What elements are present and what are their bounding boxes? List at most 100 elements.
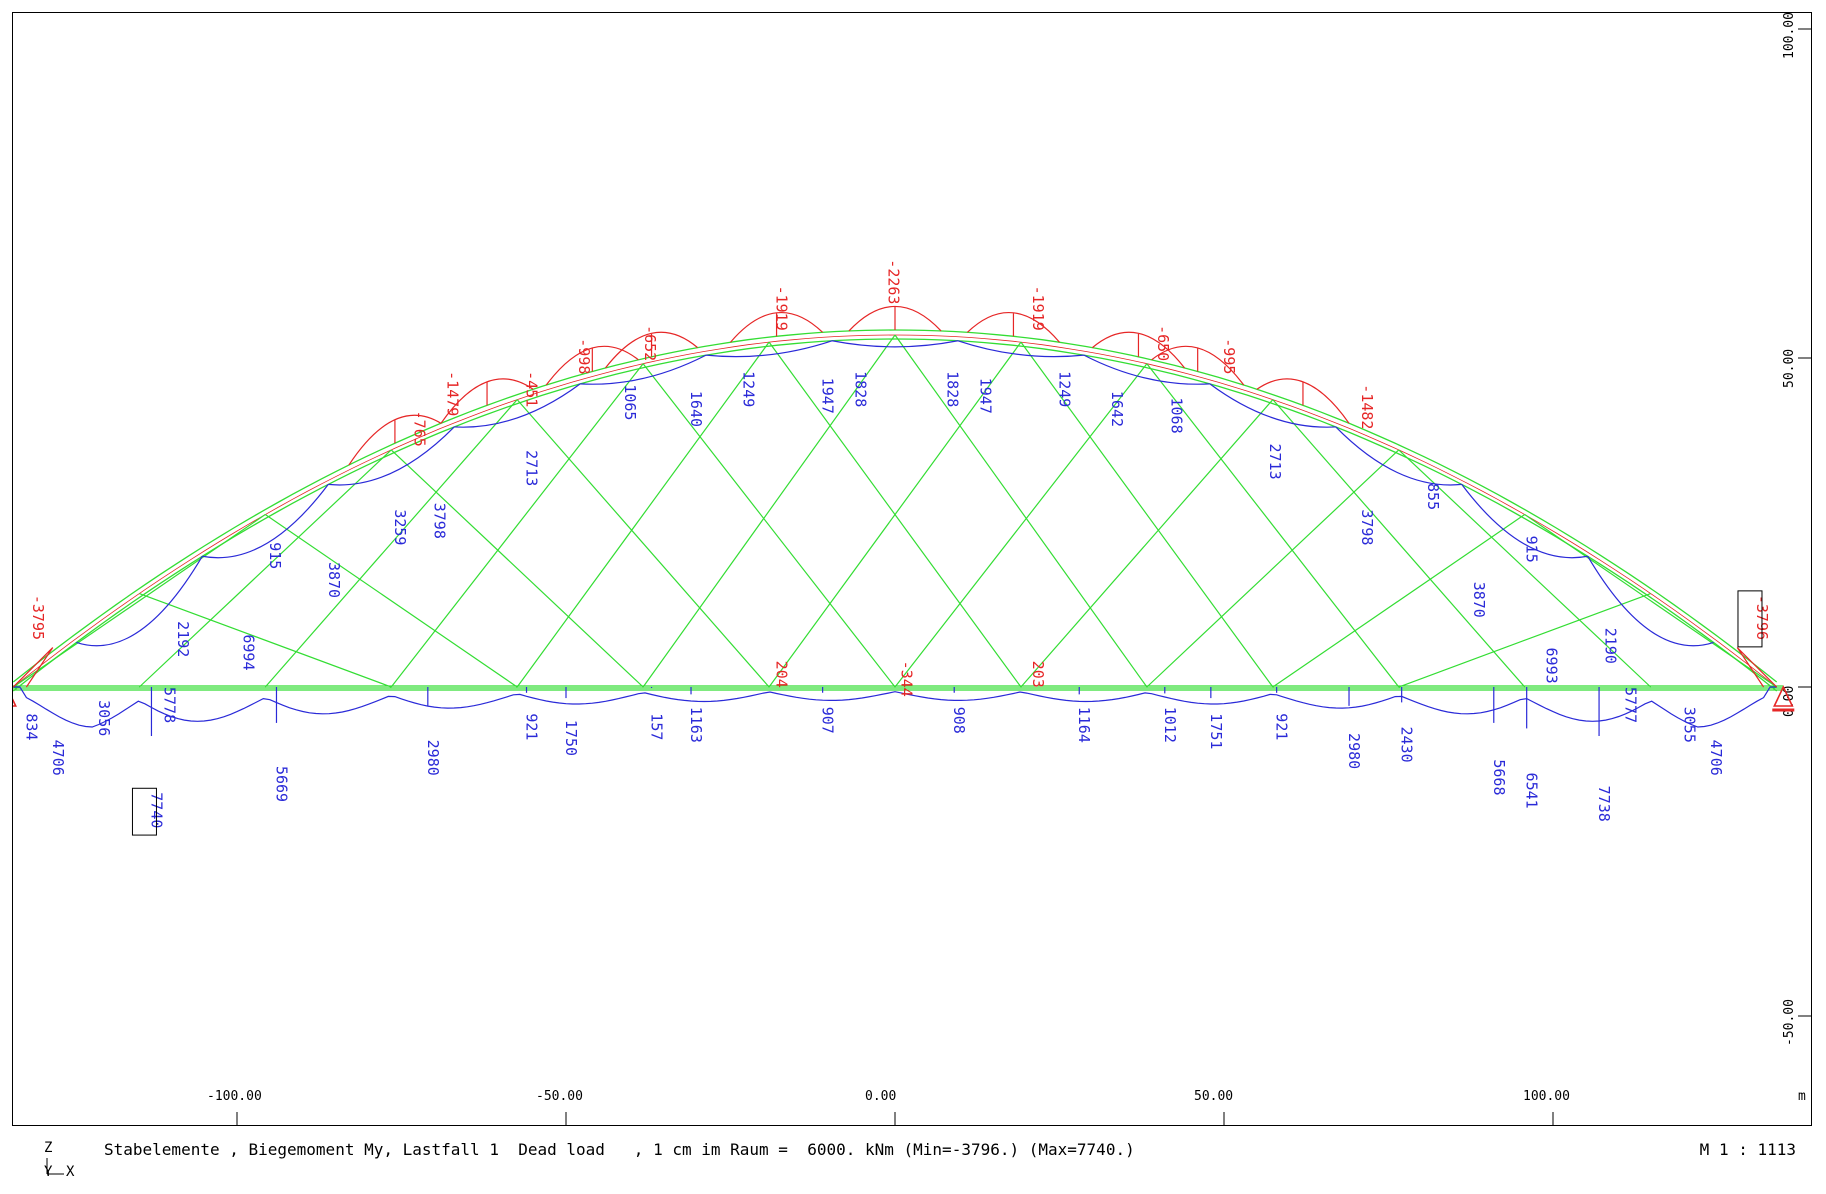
hanger	[390, 449, 644, 688]
arch-moment-label: 1828	[944, 371, 962, 407]
negative-moment-label: -1482	[1358, 384, 1376, 429]
deck-group	[13, 685, 1784, 691]
arch-moment-scallop	[1335, 426, 1462, 486]
hanger	[642, 334, 896, 688]
deck-moment-label: 921	[1273, 713, 1291, 740]
arch-moment-label: 1640	[687, 391, 705, 427]
hanger	[13, 514, 266, 688]
hanger	[264, 399, 518, 688]
arch-moment-label: 3798	[430, 503, 448, 539]
negative-moment-label-box	[1737, 590, 1763, 648]
negative-moment-label: -3795	[29, 595, 47, 640]
arch-negative-scallop	[1151, 345, 1245, 386]
hanger	[516, 399, 770, 688]
arch-moment-label: 1947	[819, 378, 837, 414]
arch-moment-label: 1249	[1056, 371, 1074, 407]
arch-negative-scallop	[605, 331, 698, 369]
hanger	[768, 341, 1022, 688]
hanger	[1272, 399, 1526, 688]
x-tick-label: 100.00	[1523, 1089, 1570, 1104]
deck-moment-label: 6541	[1523, 773, 1541, 809]
hanger	[516, 341, 770, 688]
arch-moment-label: 5777	[1621, 687, 1639, 723]
deck-ordinates-group	[150, 687, 1600, 737]
negative-moment-label: -1919	[1029, 286, 1047, 331]
deck-moment-label: 5668	[1490, 759, 1508, 795]
hanger	[1398, 449, 1652, 688]
arch-negative-scallop	[966, 311, 1060, 343]
deck-moment-label: 157	[648, 713, 666, 740]
negative-moment-label: -344	[898, 661, 916, 697]
x-tick-label: -50.00	[536, 1089, 583, 1104]
x-unit-label: m	[1798, 1089, 1806, 1104]
x-axis-label: X	[66, 1164, 75, 1180]
hanger	[1272, 514, 1526, 688]
z-axis-label: Z	[44, 1140, 53, 1156]
arch-moment-label: 1065	[621, 384, 639, 420]
arch-moment-label: 3870	[325, 562, 343, 598]
arch-moment-label: 915	[1523, 536, 1541, 563]
arch-moment-label: 855	[1424, 483, 1442, 510]
negative-moment-label: 204	[773, 661, 791, 688]
arch-moment-label: 1249	[740, 371, 758, 407]
arch-moment-scallop	[1083, 354, 1210, 385]
arch-moment-label: 2713	[1266, 444, 1284, 480]
hanger	[1146, 449, 1400, 688]
hanger	[1146, 363, 1400, 688]
negative-moment-label: -451	[523, 371, 541, 407]
arch-moment-label: 3056	[95, 700, 113, 736]
hanger	[642, 363, 896, 688]
deck-moment-label: 2430	[1398, 726, 1416, 762]
arch-moment-label: 1068	[1167, 397, 1185, 433]
hanger	[1398, 592, 1651, 688]
deck-moment-label: 1751	[1207, 713, 1225, 749]
arch-moment-label: 6994	[240, 634, 258, 670]
arch-moment-label: 3259	[391, 509, 409, 545]
arch-inner-line	[13, 338, 1778, 692]
arch-moment-label: 3055	[1681, 707, 1699, 743]
x-tick-label: -100.00	[207, 1089, 262, 1104]
arch-moment-label: 1828	[852, 371, 870, 407]
deck-moment-label: 1164	[1075, 707, 1093, 743]
negative-moment-label: -995	[1220, 338, 1238, 374]
arch-moment-label: 915	[266, 542, 284, 569]
arch-moment-scallop	[706, 340, 833, 358]
arch-moment-label: 2713	[523, 450, 541, 486]
arch-moment-label: 1642	[1108, 391, 1126, 427]
arch-negative-scallop	[348, 414, 442, 466]
hangers-group	[13, 334, 1777, 688]
deck-moment-curve	[13, 686, 1777, 728]
scale-indicator: M 1 : 1113	[1699, 1140, 1796, 1159]
negative-moment-label: -652	[641, 325, 659, 361]
arch-negative-scallop	[440, 378, 534, 424]
negative-moment-label: 203	[1029, 661, 1047, 688]
arch-moment-label: 2190	[1602, 628, 1620, 664]
arch-moment-label: 834	[22, 713, 40, 740]
negative-moment-label: -1479	[444, 371, 462, 416]
axis-orientation-icon: Z Y X	[42, 1140, 92, 1190]
deck-moment-label: 908	[950, 707, 968, 734]
arch-moment-scallop	[454, 383, 581, 428]
arch-moment-scallop	[1209, 383, 1336, 428]
arch-moment-scallop	[831, 340, 959, 348]
arch-moment-scallop	[328, 426, 455, 486]
drawing-frame: -100.00 -50.00 0.00 50.00 100.00 m 100.00 50.00…	[12, 12, 1812, 1126]
hanger	[139, 592, 392, 688]
arch-moment-scallop	[1461, 484, 1588, 559]
arch-moment-label: 5778	[161, 687, 179, 723]
arch-moment-label: 6993	[1542, 648, 1560, 684]
deck-moment-label: 921	[523, 713, 541, 740]
z-tick-label: -50.00	[1782, 999, 1797, 1046]
arch-negative-scallop	[848, 306, 942, 332]
deck-moment-label: 1012	[1161, 707, 1179, 743]
bending-moment-diagram: -100.00 -50.00 0.00 50.00 100.00 m 100.00 50.00…	[13, 13, 1811, 1125]
arch-moment-scallop	[957, 340, 1084, 358]
arch-moment-label: 1947	[977, 378, 995, 414]
arch-negative-scallop	[1256, 378, 1350, 424]
status-description: Stabelemente , Biegemoment My, Lastfall …	[104, 1140, 1135, 1159]
x-tick-label: 50.00	[1194, 1089, 1233, 1104]
hanger	[1020, 399, 1274, 688]
x-tick-label: 0.00	[865, 1089, 896, 1104]
supports-group	[13, 685, 1795, 712]
arch-moment-scallop	[1587, 555, 1714, 647]
